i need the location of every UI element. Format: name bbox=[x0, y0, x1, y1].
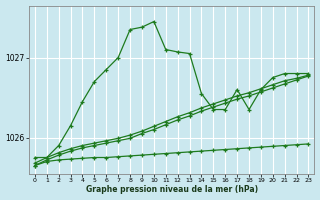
X-axis label: Graphe pression niveau de la mer (hPa): Graphe pression niveau de la mer (hPa) bbox=[86, 185, 258, 194]
